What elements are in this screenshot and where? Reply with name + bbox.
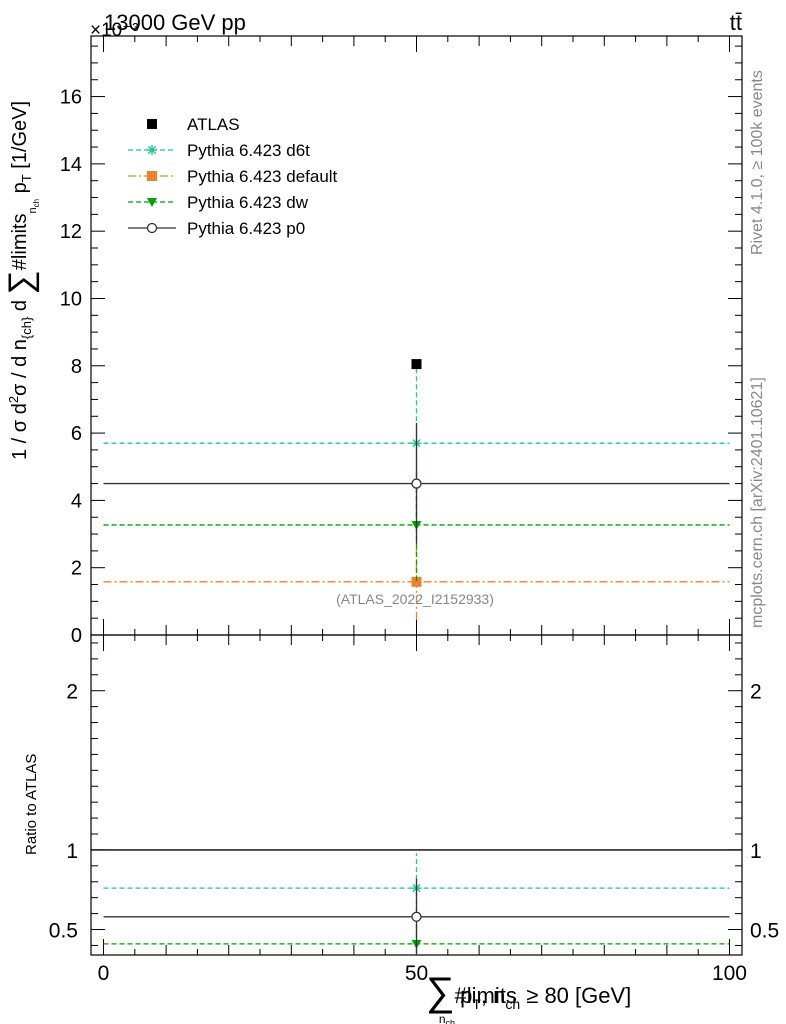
legend-label-atlas: ATLAS xyxy=(187,115,240,134)
main-y-tick-label: 6 xyxy=(71,423,82,445)
analysis-id-watermark: (ATLAS_2022_I2152933) xyxy=(336,591,494,607)
main-series xyxy=(103,359,730,620)
main-y-tick-label: 10 xyxy=(60,288,82,310)
pythia-6-423-default-point xyxy=(411,576,422,587)
legend-label-pythia-6-423-dw: Pythia 6.423 dw xyxy=(187,193,309,212)
main-y-ticks: 0 2 4 6 8 10 12 14 16 xyxy=(60,45,742,647)
x-tick-label: 0 xyxy=(98,962,110,985)
ratio-y-tick-label: 2 xyxy=(66,681,78,704)
ratio-y-tick-label-right: 1 xyxy=(750,840,762,863)
legend-marker-pythia-6-423-dw xyxy=(147,198,157,207)
ratio-y-tick-label: 1 xyxy=(66,840,78,863)
x-tick-label: 50 xyxy=(405,962,428,985)
x-tick-label: 100 xyxy=(712,962,747,985)
rivet-version-label: Rivet 4.1.0, ≥ 100k events xyxy=(749,70,766,255)
ratio-y-tick-label-right: 2 xyxy=(750,681,762,704)
main-y-tick-label: 0 xyxy=(71,625,82,647)
legend-label-pythia-6-423-d6t: Pythia 6.423 d6t xyxy=(187,141,310,160)
legend: ATLAS Pythia 6.423 d6t Pythia 6.423 defaul… xyxy=(128,115,338,238)
main-y-tick-label: 8 xyxy=(71,356,82,378)
main-y-axis-label: 1 / σ d2σ / d n{ch} d ∑#limitsnch pT [1/… xyxy=(2,101,41,460)
atlas-point xyxy=(411,359,422,370)
legend-marker-pythia-6-423-default xyxy=(147,171,157,181)
pythia-6-423-p0-point xyxy=(411,911,422,922)
ratio-y-tick-label-right: 0.5 xyxy=(750,920,779,943)
legend-label-pythia-6-423-default: Pythia 6.423 default xyxy=(187,167,338,186)
x-ticks: 0 50 100 xyxy=(98,36,747,985)
main-y-tick-label: 4 xyxy=(71,490,82,512)
legend-marker-pythia-6-423-d6t xyxy=(147,145,157,155)
main-y-tick-label: 16 xyxy=(60,87,82,109)
x-axis-label: ∑#limits nchpT, nch ≥ 80 [GeV] xyxy=(426,970,631,1024)
ratio-series xyxy=(91,849,742,955)
mcplots-label: mcplots.cern.ch [arXiv:2401.10621] xyxy=(749,377,766,628)
main-y-tick-label: 2 xyxy=(71,558,82,580)
y-multiplier: ×10⁻³ xyxy=(90,20,139,41)
main-y-tick-label: 14 xyxy=(60,154,82,176)
legend-marker-pythia-6-423-p0 xyxy=(146,222,158,234)
main-y-tick-label: 12 xyxy=(60,221,82,243)
ratio-y-axis-label: Ratio to ATLAS xyxy=(23,754,40,855)
legend-label-pythia-6-423-p0: Pythia 6.423 p0 xyxy=(187,219,305,238)
ratio-y-tick-label: 0.5 xyxy=(49,920,78,943)
collision-label: 13000 GeV pp xyxy=(104,10,246,35)
process-label: tt̄ xyxy=(730,10,742,35)
ratio-y-ticks: 0.5 0.5 1 1 2 2 xyxy=(49,642,779,946)
pythia-6-423-p0-point xyxy=(411,478,422,489)
legend-marker-atlas xyxy=(147,119,157,129)
